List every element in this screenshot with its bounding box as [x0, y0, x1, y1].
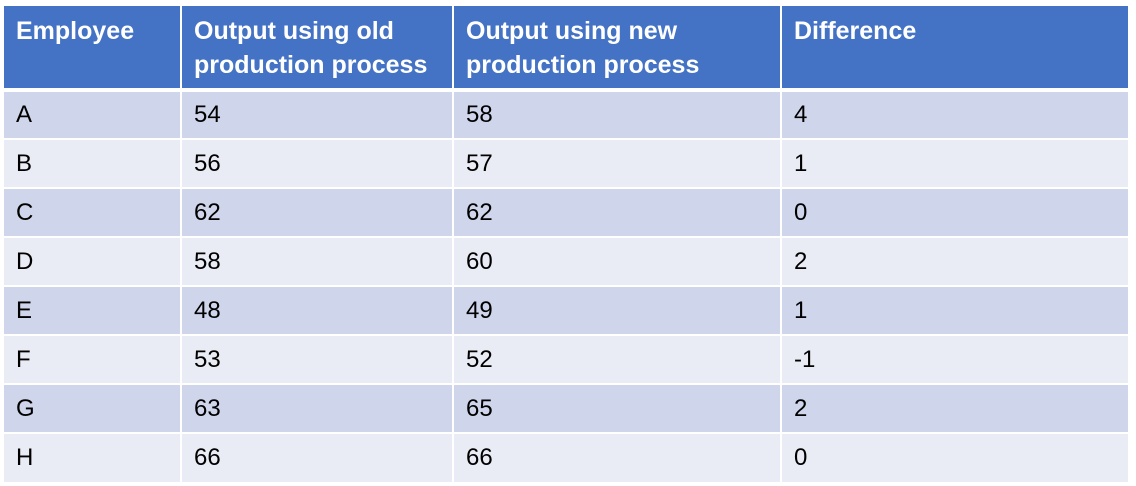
cell-old-output: 63	[180, 383, 453, 433]
cell-difference: 0	[780, 187, 1128, 237]
cell-old-output: 48	[180, 285, 453, 335]
cell-employee: E	[4, 285, 181, 335]
cell-new-output: 49	[452, 285, 781, 335]
table-row: H 66 66 0	[4, 432, 1128, 482]
cell-difference: 4	[780, 89, 1128, 139]
cell-old-output: 66	[180, 432, 453, 482]
table-row: F 53 52 -1	[4, 334, 1128, 384]
cell-new-output: 60	[452, 236, 781, 286]
cell-new-output: 58	[452, 89, 781, 139]
table-row: B 56 57 1	[4, 138, 1128, 188]
cell-new-output: 57	[452, 138, 781, 188]
cell-difference: 2	[780, 383, 1128, 433]
cell-difference: 1	[780, 285, 1128, 335]
cell-employee: D	[4, 236, 181, 286]
cell-old-output: 56	[180, 138, 453, 188]
table-row: D 58 60 2	[4, 236, 1128, 286]
cell-new-output: 66	[452, 432, 781, 482]
cell-difference: 2	[780, 236, 1128, 286]
table-row: A 54 58 4	[4, 89, 1128, 139]
cell-old-output: 62	[180, 187, 453, 237]
cell-employee: A	[4, 89, 181, 139]
table-row: G 63 65 2	[4, 383, 1128, 433]
cell-employee: F	[4, 334, 181, 384]
cell-employee: C	[4, 187, 181, 237]
cell-employee: B	[4, 138, 181, 188]
table-header-row: Employee Output using old production pro…	[4, 6, 1128, 92]
data-table-container: Employee Output using old production pro…	[4, 6, 1128, 482]
cell-employee: H	[4, 432, 181, 482]
header-employee: Employee	[4, 6, 181, 92]
cell-employee: G	[4, 383, 181, 433]
cell-new-output: 65	[452, 383, 781, 433]
cell-old-output: 58	[180, 236, 453, 286]
cell-difference: 0	[780, 432, 1128, 482]
header-new-output: Output using new production process	[452, 6, 781, 92]
header-difference: Difference	[780, 6, 1128, 92]
cell-new-output: 52	[452, 334, 781, 384]
cell-old-output: 54	[180, 89, 453, 139]
employee-output-table: Employee Output using old production pro…	[4, 6, 1128, 482]
table-row: E 48 49 1	[4, 285, 1128, 335]
table-row: C 62 62 0	[4, 187, 1128, 237]
cell-old-output: 53	[180, 334, 453, 384]
cell-difference: -1	[780, 334, 1128, 384]
cell-new-output: 62	[452, 187, 781, 237]
cell-difference: 1	[780, 138, 1128, 188]
header-old-output: Output using old production process	[180, 6, 453, 92]
